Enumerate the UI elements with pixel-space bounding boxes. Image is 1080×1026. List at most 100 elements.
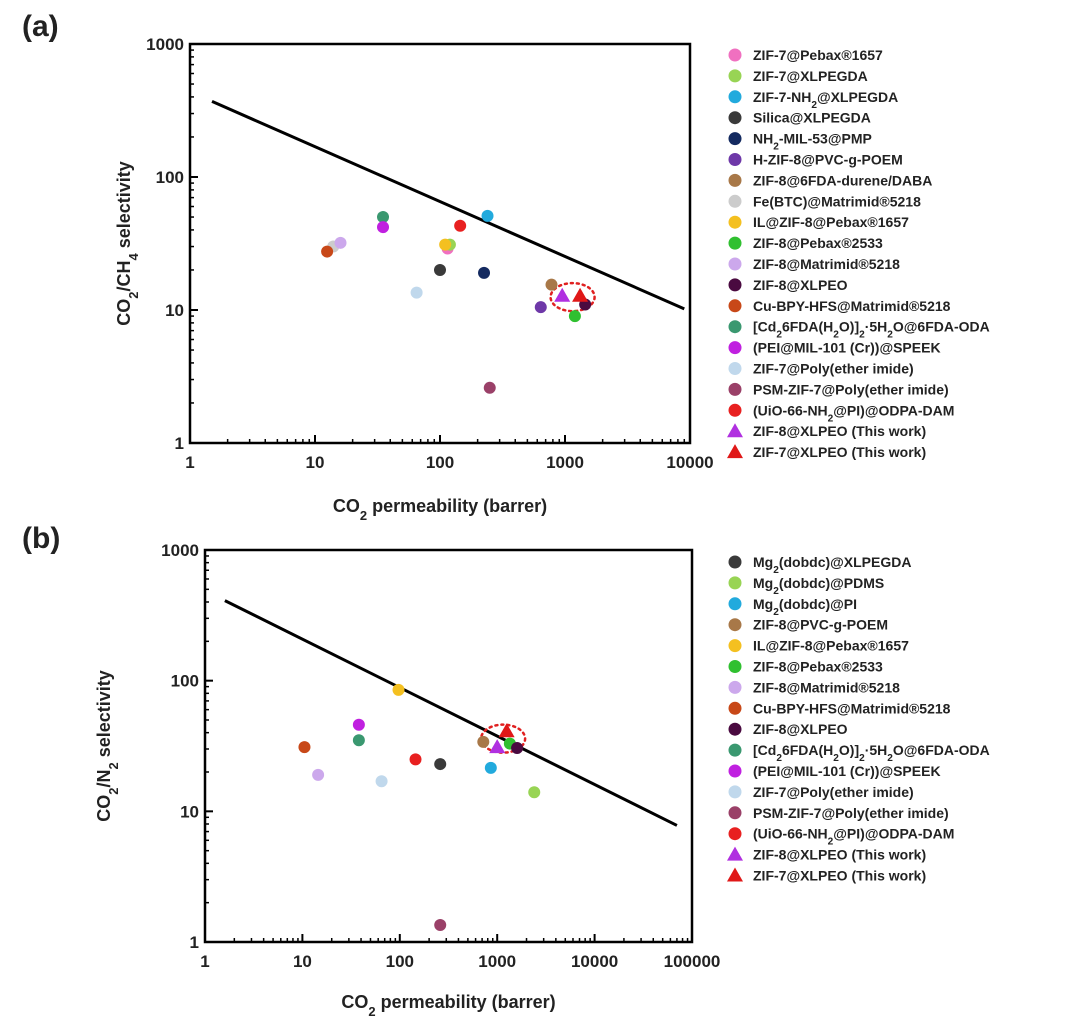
x-tick-label: 100 [426,453,454,472]
legend-marker-triangle [727,444,743,459]
data-point [434,263,446,276]
legend-entry: Mg2(dobdc)@XLPEGDA [753,554,911,576]
data-point [534,301,547,314]
legend-marker [728,153,742,166]
legend-marker [728,236,742,250]
label-text: NH [753,131,773,147]
label-text: ZIF-8@Matrimid®5218 [753,679,900,695]
legend-entry: Cu-BPY-HFS@Matrimid®5218 [753,700,951,716]
legend-marker [728,806,742,820]
legend-entry: ZIF-7@Poly(ether imide) [753,361,914,377]
legend-entry: IL@ZIF-8@Pebax®1657 [753,638,909,654]
legend-marker [728,278,742,292]
legend-entry: NH2-MIL-53@PMP [753,131,872,153]
legend-marker [728,111,742,125]
label-text: O@6FDA-ODA [893,742,990,758]
data-point [545,278,558,291]
data-point-triangle [489,739,506,754]
label-text: @PI)@ODPA-DAM [833,402,954,418]
legend-marker [728,173,742,187]
plot-frame [203,548,694,944]
legend-marker [728,403,742,417]
data-point [483,381,496,394]
legend-marker [728,618,742,632]
data-point [568,310,581,323]
x-tick-label: 10 [306,453,325,472]
label-text: -MIL-53@PMP [779,131,872,147]
x-tick-label: 1000 [478,952,516,971]
label-text: /CH [114,261,134,292]
legend-entry: PSM-ZIF-7@Poly(ether imide) [753,805,949,821]
label-text: (dobdc)@PI [779,596,857,612]
label-text: /N [94,770,114,788]
data-point-triangle [554,287,571,302]
label-text: (PEI@MIL-101 (Cr))@SPEEK [753,340,941,356]
subscript-text: 2 [828,836,834,847]
data-point [478,266,491,279]
legend-marker-triangle [727,423,743,438]
legend-marker [728,215,742,229]
legend-marker [728,743,742,757]
legend-marker [728,764,742,778]
legend-entry: PSM-ZIF-7@Poly(ether imide) [753,381,949,397]
x-tick-label: 10000 [571,952,618,971]
data-point [321,245,334,258]
subscript-text: 2 [811,99,817,110]
legend-entry: ZIF-8@Matrimid®5218 [753,256,900,272]
data-point [409,753,422,766]
x-tick-label: 1 [200,952,209,971]
legend-entry: Fe(BTC)@Matrimid®5218 [753,193,921,209]
legend-entry: (UiO-66-NH2@PI)@ODPA-DAM [753,402,954,424]
label-text: ZIF-8@6FDA-durene/DABA [753,172,932,188]
legend-marker [728,785,742,799]
label-text: ZIF-7@XLPEO (This work) [753,444,926,460]
legend-marker [728,680,742,694]
legend-entry: (PEI@MIL-101 (Cr))@SPEEK [753,763,941,779]
label-text: [Cd [753,319,776,335]
highlight-ring [549,281,596,313]
label-text: ·5H [865,319,888,335]
subscript-text: 2 [776,753,782,764]
subscript-text: 2 [773,565,779,576]
data-point [410,286,423,299]
label-text: ZIF-8@XLPEO [753,721,848,737]
label-text: 6FDA(H [782,319,833,335]
x-axis-title: CO2 permeability (barrer) [341,992,555,1019]
subscript-text: 2 [887,753,893,764]
label-text: @XLPEGDA [817,89,898,105]
x-tick-label: 100 [386,952,414,971]
legend-entry: Mg2(dobdc)@PDMS [753,575,884,597]
legend-marker [728,576,742,590]
label-text: @PI)@ODPA-DAM [833,826,954,842]
label-text: Cu-BPY-HFS@Matrimid®5218 [753,298,951,314]
subscript-text: 4 [126,253,141,261]
data-point [434,918,447,931]
label-text: IL@ZIF-8@Pebax®1657 [753,638,909,654]
legend-marker [728,660,742,673]
y-axis-title: CO2/CH4 selectivity [114,161,141,326]
legend-entry: Silica@XLPEGDA [753,110,871,126]
label-text: (dobdc)@XLPEGDA [779,554,912,570]
label-text: O)] [839,742,859,758]
label-text: (PEI@MIL-101 (Cr))@SPEEK [753,763,941,779]
data-point [511,742,524,755]
legend-marker [728,382,742,396]
data-point [477,735,490,748]
label-text: ZIF-8@Pebax®2533 [753,659,883,675]
subscript-text: 2 [859,329,865,340]
upper-bound-line [224,599,678,827]
y-tick-label: 100 [156,168,184,187]
panel-label: (a) [22,10,59,43]
legend-entry: H-ZIF-8@PVC-g-POEM [753,152,903,168]
label-text: permeability (barrer) [376,992,556,1012]
y-tick-label: 1000 [161,541,199,560]
data-point [439,238,452,251]
subscript-text: 2 [833,753,839,764]
legend-marker [728,194,742,208]
label-text: ZIF-7@Poly(ether imide) [753,784,914,800]
label-text: Mg [753,554,773,570]
subscript-text: 2 [859,753,865,764]
label-text: (dobdc)@PDMS [779,575,884,591]
data-point [352,718,365,731]
subscript-text: 2 [368,1004,375,1019]
